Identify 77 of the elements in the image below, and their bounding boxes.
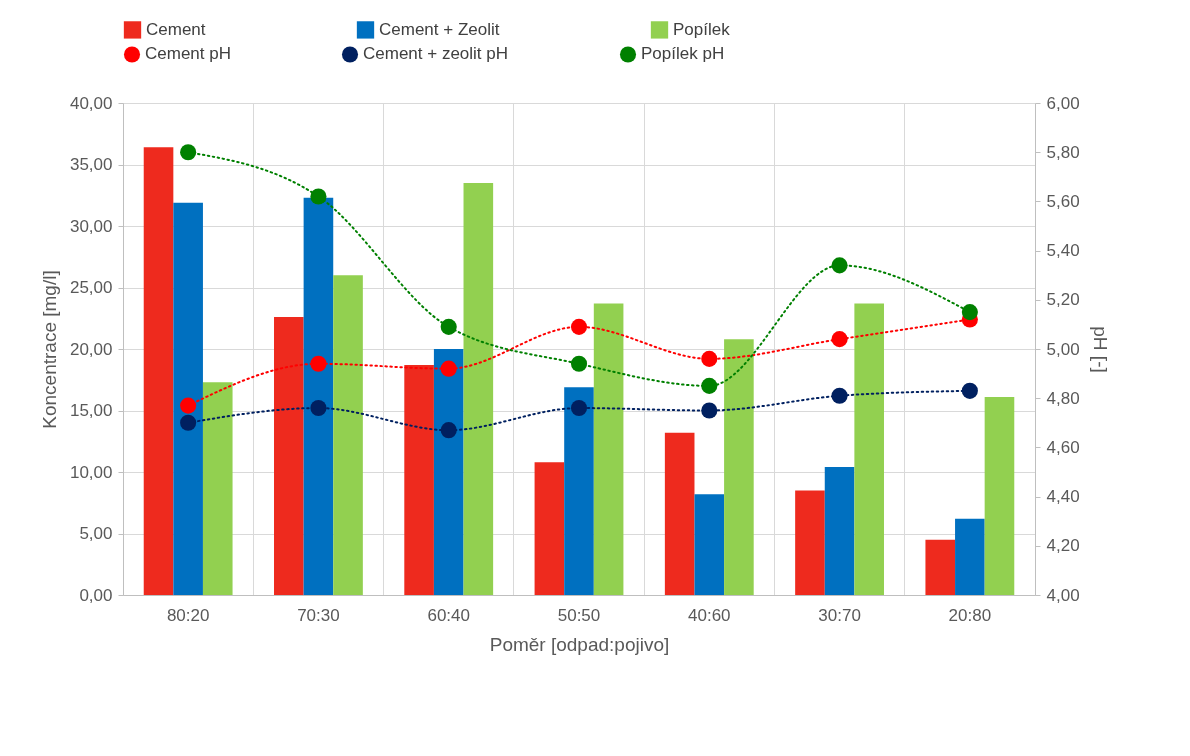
bar (664, 432, 695, 595)
bar (984, 396, 1015, 595)
point (440, 318, 457, 335)
x-tick-label: 60:40 (427, 605, 470, 625)
x-tick-label: 70:30 (297, 605, 340, 625)
legend-label: Cement + Zeolit (379, 19, 500, 39)
x-tick-label: 40:60 (688, 605, 731, 625)
legend-label: Popílek pH (641, 44, 725, 64)
y-tick-label: 10,00 (69, 462, 113, 482)
bar (143, 147, 174, 595)
y-tick-label: 15,00 (69, 401, 113, 420)
point (831, 257, 848, 274)
y2-tick-label: 5,00 (1046, 339, 1080, 359)
point (180, 397, 197, 414)
bar (593, 303, 624, 595)
bar (202, 382, 233, 595)
y-tick-label: 25,00 (69, 278, 113, 297)
x-tick-label: 80:20 (166, 605, 210, 625)
point (961, 382, 978, 399)
y-tick-label: 35,00 (69, 155, 113, 174)
bar (724, 339, 754, 595)
point (570, 399, 588, 417)
y2-tick-label: 5,80 (1046, 142, 1080, 162)
y2-axis-title: pH [-] (1089, 326, 1111, 373)
x-tick-label: 20:80 (948, 605, 992, 625)
point (701, 350, 718, 367)
bar (824, 467, 855, 595)
bar (534, 462, 565, 595)
point (831, 387, 848, 404)
bar (955, 518, 985, 595)
y-tick-label: 40,00 (69, 93, 113, 113)
point (831, 331, 848, 348)
legend-label: Cement pH (145, 44, 231, 64)
y2-tick-label: 4,40 (1046, 487, 1080, 507)
y2-tick-label: 5,40 (1046, 241, 1080, 261)
point (570, 355, 588, 372)
y-tick-label: 20,00 (69, 339, 113, 359)
legend-label: Cement + zeolit pH (363, 44, 509, 64)
point (701, 402, 718, 419)
y-tick-label: 0,00 (79, 585, 113, 605)
y-axis-title: Koncentrace [mg/l] (38, 270, 60, 429)
x-tick-label: 50:50 (557, 605, 601, 625)
point (180, 144, 197, 161)
y2-tick-label: 5,60 (1046, 191, 1080, 211)
point (440, 360, 457, 377)
x-tick-label: 30:70 (818, 605, 861, 625)
bar (303, 197, 334, 595)
point (310, 355, 327, 372)
y-tick-label: 5,00 (79, 524, 113, 543)
point (570, 318, 588, 335)
y2-tick-label: 6,00 (1046, 93, 1080, 113)
bar (404, 364, 434, 595)
y2-tick-label: 4,80 (1046, 388, 1080, 408)
y2-tick-label: 5,20 (1046, 290, 1080, 310)
x-axis-title: Poměr [odpad:pojivo] (489, 633, 670, 655)
legend-label: Popílek (673, 19, 731, 39)
bar (564, 387, 594, 595)
point (440, 422, 457, 439)
bar (925, 539, 956, 595)
point (701, 377, 718, 394)
point (310, 188, 327, 205)
legend-label: Cement (146, 19, 206, 39)
bar (433, 349, 464, 595)
point (310, 399, 327, 417)
bar (854, 303, 884, 595)
point (961, 304, 978, 321)
bar (463, 182, 494, 595)
bar (795, 490, 825, 595)
point (180, 414, 197, 431)
y2-tick-label: 4,20 (1046, 536, 1080, 556)
y-tick-label: 30,00 (69, 216, 113, 236)
y2-tick-label: 4,00 (1046, 585, 1080, 605)
bar (274, 317, 304, 595)
bar (173, 202, 203, 595)
bar (694, 494, 725, 595)
y2-tick-label: 4,60 (1046, 437, 1080, 457)
bar (333, 275, 363, 595)
